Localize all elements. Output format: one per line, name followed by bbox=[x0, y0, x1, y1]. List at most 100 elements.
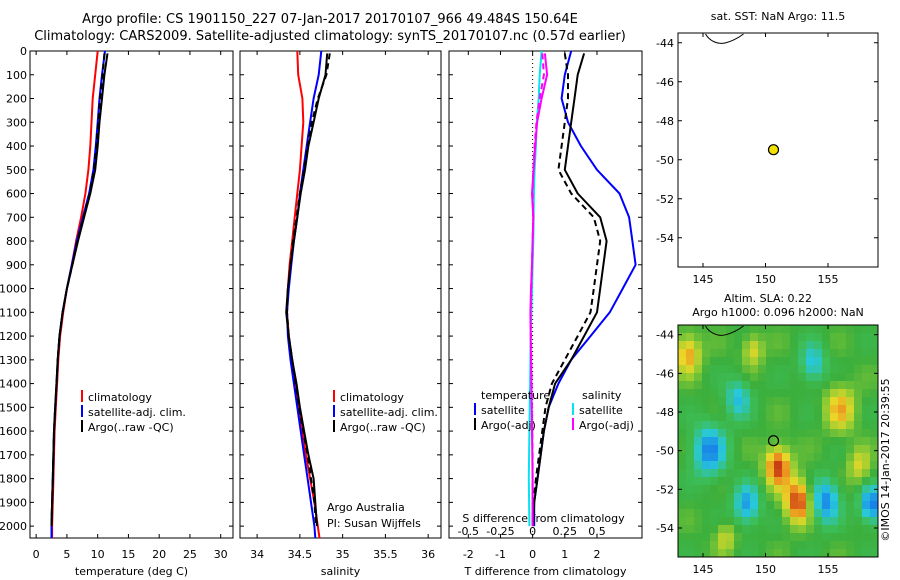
heatmap-cell bbox=[790, 501, 798, 509]
heatmap-cell bbox=[782, 357, 790, 365]
heatmap-cell bbox=[870, 445, 878, 453]
annotation-argo-australia: Argo Australia bbox=[327, 501, 405, 514]
heatmap-cell bbox=[798, 493, 806, 501]
heatmap-cell bbox=[750, 461, 758, 469]
heatmap-cell bbox=[734, 365, 742, 373]
heatmap-cell bbox=[838, 501, 846, 509]
heatmap-cell bbox=[678, 341, 686, 349]
heatmap-cell bbox=[846, 405, 854, 413]
heatmap-cell bbox=[814, 437, 822, 445]
heatmap-cell bbox=[806, 429, 814, 437]
coastline bbox=[705, 325, 744, 336]
heatmap-cell bbox=[790, 517, 798, 525]
heatmap-cell bbox=[846, 381, 854, 389]
heatmap-cell bbox=[830, 501, 838, 509]
heatmap-cell bbox=[726, 437, 734, 445]
heatmap-cell bbox=[726, 509, 734, 517]
heatmap-cell bbox=[734, 525, 742, 533]
heatmap-cell bbox=[734, 453, 742, 461]
heatmap-cell bbox=[870, 509, 878, 517]
heatmap-cell bbox=[830, 365, 838, 373]
heatmap-cell bbox=[846, 453, 854, 461]
y-tick-label: 2000 bbox=[0, 520, 27, 533]
heatmap-cell bbox=[726, 485, 734, 493]
heatmap-cell bbox=[814, 533, 822, 541]
heatmap-cell bbox=[830, 477, 838, 485]
heatmap-cell bbox=[750, 357, 758, 365]
heatmap-cell bbox=[766, 373, 774, 381]
heatmap-cell bbox=[822, 397, 830, 405]
heatmap-cell bbox=[854, 365, 862, 373]
heatmap-cell bbox=[742, 533, 750, 541]
heatmap-cell bbox=[686, 541, 694, 549]
heatmap-cell bbox=[678, 509, 686, 517]
heatmap-cell bbox=[686, 501, 694, 509]
heatmap-cell bbox=[862, 437, 870, 445]
heatmap-cell bbox=[734, 413, 742, 421]
heatmap-cell bbox=[774, 349, 782, 357]
heatmap-cell bbox=[838, 477, 846, 485]
heatmap-cell bbox=[854, 405, 862, 413]
heatmap-cell bbox=[766, 437, 774, 445]
heatmap-cell bbox=[702, 501, 710, 509]
heatmap-cell bbox=[710, 477, 718, 485]
heatmap-cell bbox=[790, 357, 798, 365]
heatmap-cell bbox=[814, 373, 822, 381]
heatmap-cell bbox=[726, 517, 734, 525]
heatmap-cell bbox=[870, 381, 878, 389]
heatmap-cell bbox=[838, 341, 846, 349]
heatmap-cell bbox=[774, 541, 782, 549]
heatmap-cell bbox=[750, 421, 758, 429]
heatmap-cell bbox=[702, 549, 710, 557]
heatmap-cell bbox=[790, 333, 798, 341]
heatmap-cell bbox=[822, 493, 830, 501]
heatmap-cell bbox=[846, 485, 854, 493]
heatmap-cell bbox=[718, 445, 726, 453]
heatmap-cell bbox=[846, 365, 854, 373]
heatmap-cell bbox=[854, 453, 862, 461]
heatmap-cell bbox=[774, 381, 782, 389]
heatmap-cell bbox=[766, 541, 774, 549]
heatmap-cell bbox=[678, 405, 686, 413]
y-tick-label: -50 bbox=[656, 445, 674, 458]
heatmap-cell bbox=[870, 429, 878, 437]
heatmap-cell bbox=[790, 541, 798, 549]
heatmap-cell bbox=[870, 477, 878, 485]
heatmap-cell bbox=[758, 445, 766, 453]
heatmap-cell bbox=[718, 389, 726, 397]
heatmap-cell bbox=[798, 445, 806, 453]
heatmap-cell bbox=[758, 549, 766, 557]
x-axis-label: temperature (deg C) bbox=[75, 565, 188, 578]
temperature-axes-frame bbox=[29, 50, 234, 539]
heatmap-cell bbox=[710, 509, 718, 517]
heatmap-cell bbox=[854, 541, 862, 549]
heatmap-cell bbox=[870, 341, 878, 349]
heatmap-cell bbox=[726, 445, 734, 453]
heatmap-cell bbox=[686, 325, 694, 333]
heatmap-cell bbox=[846, 373, 854, 381]
heatmap-cell bbox=[766, 501, 774, 509]
heatmap-cell bbox=[758, 541, 766, 549]
heatmap-cell bbox=[726, 429, 734, 437]
heatmap-cell bbox=[678, 461, 686, 469]
heatmap-cell bbox=[782, 485, 790, 493]
heatmap-cell bbox=[742, 461, 750, 469]
heatmap-cell bbox=[678, 429, 686, 437]
heatmap-cell bbox=[702, 405, 710, 413]
heatmap-cell bbox=[750, 349, 758, 357]
heatmap-cell bbox=[798, 373, 806, 381]
heatmap-cell bbox=[734, 429, 742, 437]
heatmap-cell bbox=[718, 453, 726, 461]
heatmap-cell bbox=[854, 493, 862, 501]
x-tick-label: 155 bbox=[818, 273, 839, 286]
heatmap-cell bbox=[750, 373, 758, 381]
heatmap-cell bbox=[694, 333, 702, 341]
heatmap-cell bbox=[854, 525, 862, 533]
heatmap-cell bbox=[758, 341, 766, 349]
heatmap-cell bbox=[774, 333, 782, 341]
heatmap-cell bbox=[686, 453, 694, 461]
heatmap-cell bbox=[742, 373, 750, 381]
heatmap-cell bbox=[870, 461, 878, 469]
heatmap-cell bbox=[782, 549, 790, 557]
heatmap-cell bbox=[702, 477, 710, 485]
